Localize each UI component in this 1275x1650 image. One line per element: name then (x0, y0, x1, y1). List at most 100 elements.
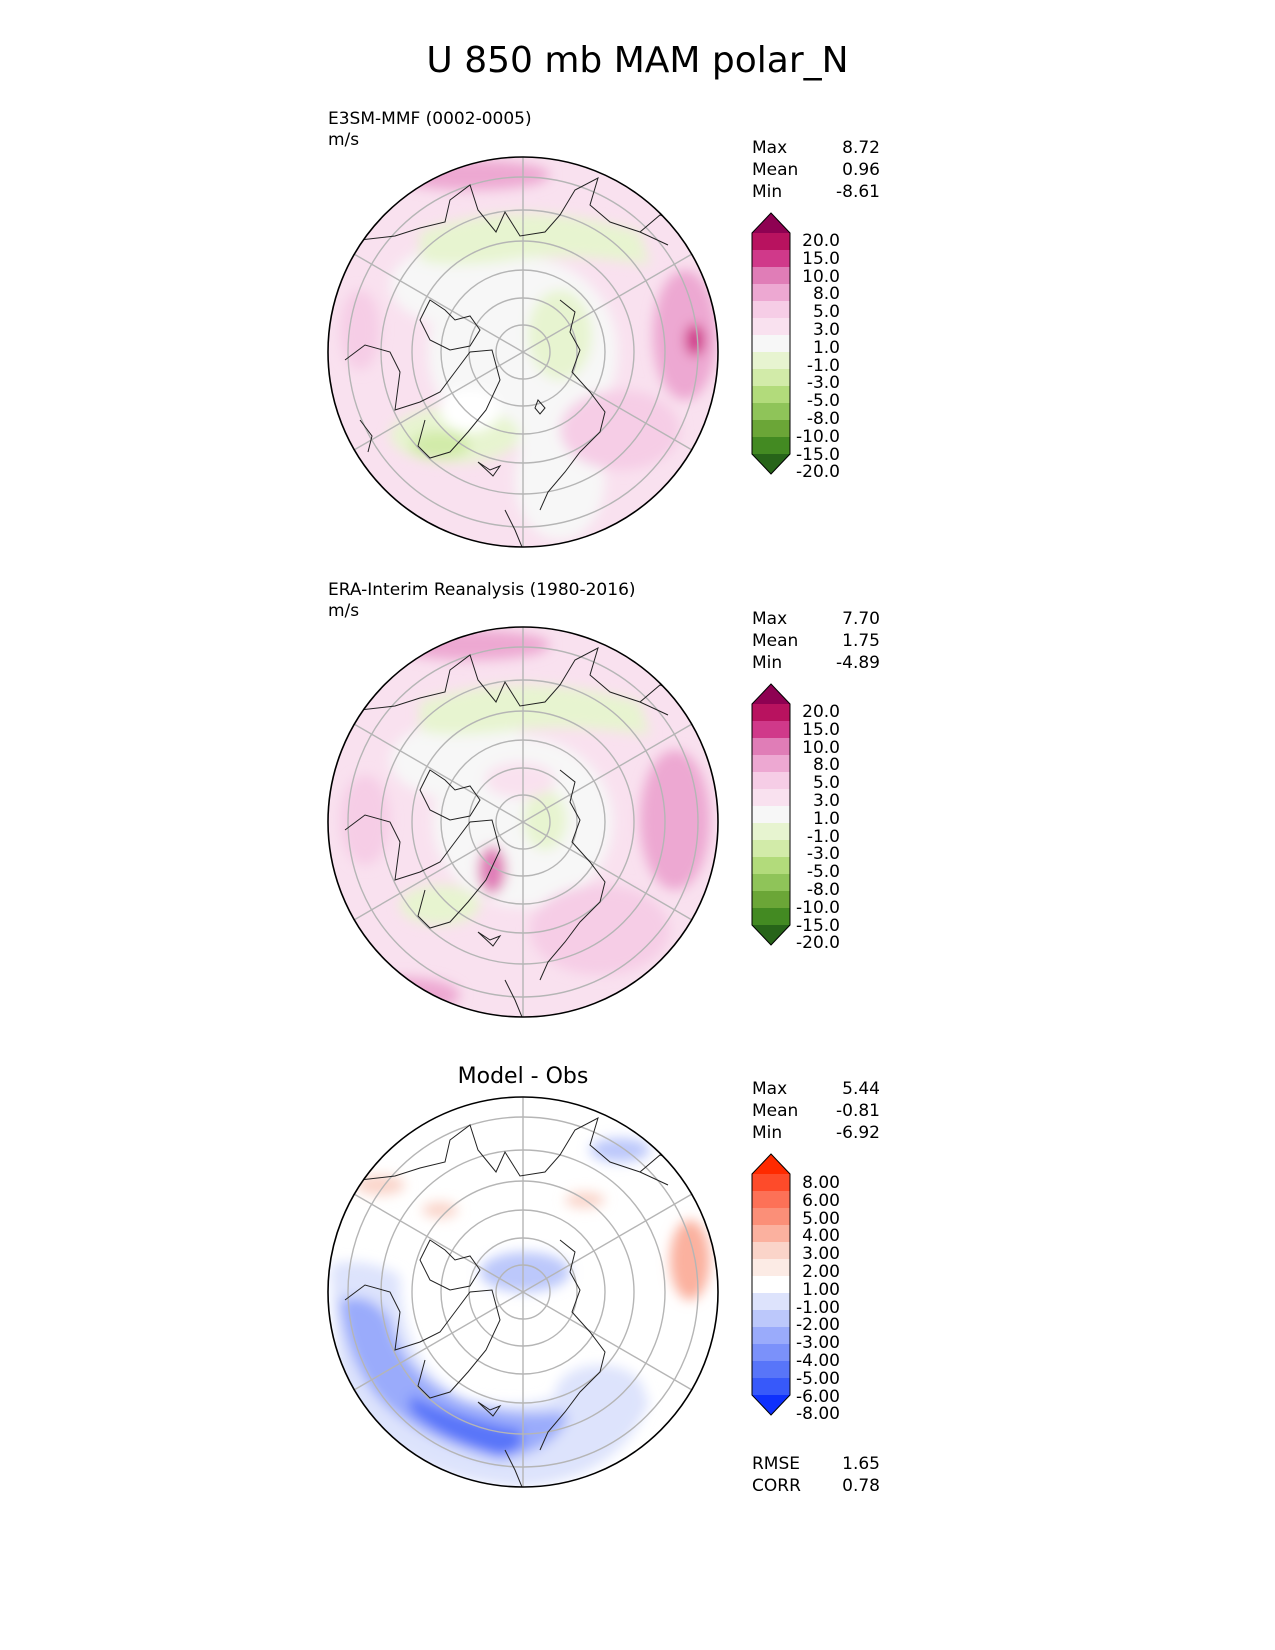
map-boundary (327, 156, 719, 548)
colorbar-band (752, 1327, 790, 1345)
colorbar-tick-label: 15.0 (802, 248, 840, 269)
stat-max-label: Max (752, 1079, 788, 1099)
panel-2-colorbar (751, 683, 791, 946)
colorbar-band (752, 840, 790, 858)
colorbar-band (752, 1259, 790, 1277)
colorbar-band (752, 284, 790, 302)
colorbar-tick-label: -3.0 (806, 844, 840, 865)
colorbar-band (752, 250, 790, 268)
colorbar-tick-label: -5.0 (806, 391, 840, 412)
colorbar-tick-label: 5.0 (812, 773, 840, 794)
panel-3-metrics: RMSE 1.65 CORR 0.78 (752, 1453, 880, 1497)
stat-mean-label: Mean (752, 631, 799, 651)
colorbar-tick-label: 5.0 (812, 302, 840, 323)
colorbar-band (752, 1293, 790, 1311)
colorbar-band (752, 857, 790, 875)
panel-2-units: m/s (328, 601, 360, 621)
colorbar-band (752, 823, 790, 841)
colorbar-band (752, 806, 790, 824)
colorbar-tick-label: -2.00 (796, 1315, 840, 1336)
graticule (347, 1097, 699, 1487)
stat-min-label: Min (752, 1123, 783, 1143)
colorbar-tick-label: 3.0 (812, 790, 840, 811)
colorbar-tick-label: -15.0 (796, 444, 840, 465)
colorbar-band (752, 301, 790, 319)
colorbar-tick-label: -3.00 (796, 1333, 840, 1354)
colorbar-band (752, 386, 790, 404)
stat-min-label: Min (752, 653, 783, 673)
colorbar-band (752, 891, 790, 909)
colorbar-tick-label: 8.0 (812, 755, 840, 776)
map-boundary (327, 626, 719, 1018)
colorbar-band (752, 454, 790, 474)
colorbar-tick-label: -10.0 (796, 897, 840, 918)
figure-title: U 850 mb MAM polar_N (426, 40, 849, 81)
colorbar-tick-label: -5.00 (796, 1368, 840, 1389)
colorbar-band (752, 1174, 790, 1192)
colorbar-outline (751, 212, 791, 475)
colorbar-tick-label: 1.00 (802, 1279, 840, 1300)
colorbar-band (752, 369, 790, 387)
colorbar-tick-label: 3.00 (802, 1244, 840, 1265)
colorbar-band (752, 1225, 790, 1243)
colorbar-tick-label: -1.0 (806, 355, 840, 376)
panel-2-stats: Max 7.70 Mean 1.75 Min -4.89 (752, 608, 880, 674)
colorbar-tick-label: -1.0 (806, 826, 840, 847)
colorbar-band (752, 789, 790, 807)
stat-mean-label: Mean (752, 1101, 799, 1121)
colorbar-tick-label: 20.0 (802, 702, 840, 722)
colorbar-tick-label: 2.00 (802, 1261, 840, 1282)
colorbar-band (752, 684, 790, 704)
colorbar-band (752, 420, 790, 438)
stat-min-label: Min (752, 182, 783, 202)
panel-3-colorbar-labels: 8.00 6.00 5.00 4.00 3.00 2.00 1.00 -1.00 -2.00 -3… (788, 1174, 840, 1424)
colorbar-band (752, 1310, 790, 1328)
colorbar-band (752, 1344, 790, 1362)
panel-2-max: 7.70 (842, 609, 880, 629)
panel-2-min: -4.89 (836, 653, 880, 673)
colorbar-band (752, 318, 790, 336)
colorbar-band (752, 908, 790, 926)
coastlines (344, 177, 691, 547)
colorbar-tick-label: 10.0 (802, 266, 840, 287)
stat-max-label: Max (752, 609, 788, 629)
panel-1-stats: Max 8.72 Mean 0.96 Min -8.61 (752, 137, 880, 203)
panel-3-min: -6.92 (836, 1123, 880, 1143)
colorbar-tick-label: -4.00 (796, 1350, 840, 1371)
panel-2-title: ERA-Interim Reanalysis (1980-2016) (328, 580, 636, 600)
panel-3-max: 5.44 (842, 1079, 880, 1099)
colorbar-band (752, 755, 790, 773)
colorbar-band (752, 1276, 790, 1294)
stat-max-label: Max (752, 138, 788, 158)
rmse-label: RMSE (752, 1454, 801, 1474)
colorbar-band (752, 721, 790, 739)
colorbar-band (752, 1361, 790, 1379)
colorbar-tick-label: -3.0 (806, 373, 840, 394)
panel-1-header: E3SM-MMF (0002-0005) m/s (328, 109, 532, 151)
colorbar-band (752, 1154, 790, 1174)
colorbar-band (752, 704, 790, 722)
colorbar-tick-label: -5.0 (806, 862, 840, 883)
panel-3-map (327, 1096, 719, 1488)
colorbar-band (752, 437, 790, 455)
colorbar-tick-label: -6.00 (796, 1386, 840, 1407)
colorbar-outline (751, 683, 791, 946)
panel-2-colorbar-labels: 20.0 15.0 10.0 8.0 5.0 3.0 1.0 -1.0 -3.0 -5.0 -8.0… (788, 702, 840, 953)
colorbar-tick-label: 3.0 (812, 319, 840, 340)
panel-1-max: 8.72 (842, 138, 880, 158)
panel-3-title: Model - Obs (457, 1064, 589, 1089)
coastlines (344, 1117, 691, 1487)
panel-3-mean: -0.81 (836, 1101, 880, 1121)
corr-label: CORR (752, 1476, 801, 1496)
colorbar-band (752, 267, 790, 285)
colorbar-tick-label: 1.0 (812, 808, 840, 829)
stat-mean-label: Mean (752, 160, 799, 180)
colorbar-tick-label: 4.00 (802, 1226, 840, 1247)
colorbar-band (752, 738, 790, 756)
colorbar-tick-label: 6.00 (802, 1190, 840, 1211)
colorbar-tick-label: 5.00 (802, 1208, 840, 1229)
panel-2-mean: 1.75 (842, 631, 880, 651)
colorbar-tick-label: 10.0 (802, 737, 840, 758)
colorbar-tick-label: 20.0 (802, 231, 840, 251)
colorbar-outline (751, 1153, 791, 1416)
